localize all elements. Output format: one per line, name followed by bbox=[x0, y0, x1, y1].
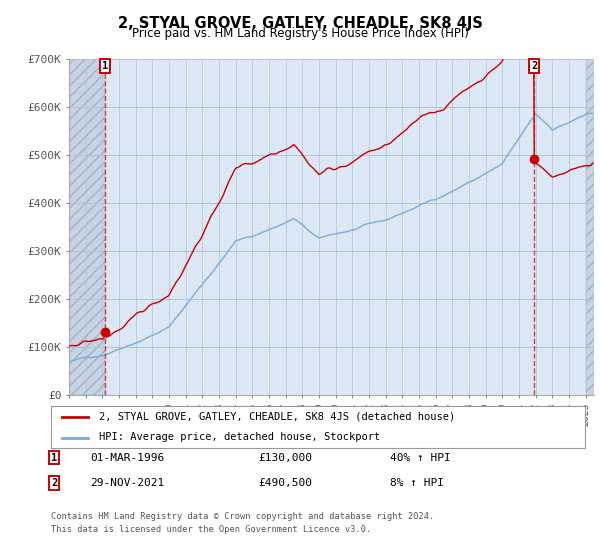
Text: 1: 1 bbox=[51, 452, 57, 463]
Text: 1: 1 bbox=[102, 61, 108, 71]
Text: 01-MAR-1996: 01-MAR-1996 bbox=[90, 452, 164, 463]
Text: £130,000: £130,000 bbox=[258, 452, 312, 463]
Text: 2: 2 bbox=[51, 478, 57, 488]
Text: Price paid vs. HM Land Registry's House Price Index (HPI): Price paid vs. HM Land Registry's House … bbox=[131, 27, 469, 40]
Bar bbox=[69, 59, 105, 395]
Text: 29-NOV-2021: 29-NOV-2021 bbox=[90, 478, 164, 488]
Bar bbox=[586, 59, 594, 395]
Bar bbox=[69, 59, 105, 395]
Text: 8% ↑ HPI: 8% ↑ HPI bbox=[390, 478, 444, 488]
Text: HPI: Average price, detached house, Stockport: HPI: Average price, detached house, Stoc… bbox=[99, 432, 380, 442]
Text: 2, STYAL GROVE, GATLEY, CHEADLE, SK8 4JS (detached house): 2, STYAL GROVE, GATLEY, CHEADLE, SK8 4JS… bbox=[99, 412, 455, 422]
Text: 2, STYAL GROVE, GATLEY, CHEADLE, SK8 4JS: 2, STYAL GROVE, GATLEY, CHEADLE, SK8 4JS bbox=[118, 16, 482, 31]
Text: Contains HM Land Registry data © Crown copyright and database right 2024.: Contains HM Land Registry data © Crown c… bbox=[51, 512, 434, 521]
Text: £490,500: £490,500 bbox=[258, 478, 312, 488]
Bar bbox=[586, 59, 594, 395]
Text: This data is licensed under the Open Government Licence v3.0.: This data is licensed under the Open Gov… bbox=[51, 525, 371, 534]
Text: 40% ↑ HPI: 40% ↑ HPI bbox=[390, 452, 451, 463]
Text: 2: 2 bbox=[531, 61, 537, 71]
